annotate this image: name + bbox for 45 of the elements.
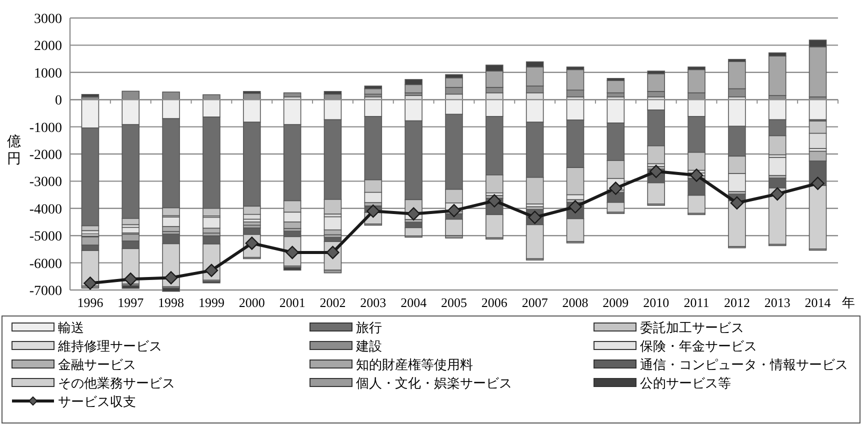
x-tick-label: 2011 [684, 295, 710, 310]
x-tick-label: 2012 [724, 295, 750, 310]
x-tick-label: 2003 [360, 295, 386, 310]
legend-label: 公的サービス等 [640, 376, 731, 390]
legend-label: 旅行 [356, 320, 382, 335]
x-tick-label: 2013 [764, 295, 790, 310]
x-tick-label: 1996 [77, 295, 104, 310]
legend-label: 輸送 [58, 320, 84, 335]
y-tick-label: -2000 [29, 148, 62, 163]
y-tick-label: 1000 [34, 66, 62, 82]
x-tick-label: 2014 [804, 295, 832, 310]
x-tick-label: 2002 [320, 295, 346, 310]
x-axis-title: 年 [842, 295, 855, 310]
legend-label: サービス収支 [58, 394, 136, 409]
y-tick-label: -3000 [29, 175, 62, 190]
legend-label: 委託加工サービス [640, 320, 744, 335]
x-tick-label: 2006 [481, 295, 508, 310]
x-tick-label: 2010 [643, 295, 670, 310]
y-tick-label: 3000 [34, 12, 62, 27]
legend-label: 個人・文化・娯楽サービス [356, 376, 512, 390]
y-tick-label: -5000 [29, 230, 62, 245]
x-tick-label: 2009 [602, 295, 629, 310]
x-tick-label: 2005 [441, 295, 467, 310]
x-tick-label: 2007 [522, 295, 548, 310]
x-tick-label: 1997 [118, 295, 144, 310]
y-tick-label: 0 [55, 94, 62, 109]
x-tick-label: 2001 [279, 295, 306, 310]
x-tick-label: 1998 [158, 295, 184, 310]
legend-label: 維持修理サービス [57, 338, 162, 354]
y-tick-label: -7000 [29, 284, 62, 299]
y-tick-label: -1000 [29, 120, 62, 136]
legend-label: 金融サービス [58, 357, 136, 372]
y-tick-label: -6000 [29, 256, 62, 272]
legend-label: 保険・年金サービス [640, 338, 757, 354]
x-tick-label: 2000 [238, 295, 265, 310]
y-tick-label: -4000 [29, 202, 62, 218]
x-tick-label: 2008 [562, 295, 588, 310]
legend-label: 建設 [355, 338, 382, 354]
legend-label: 通信・コンピュータ・情報サービス [640, 357, 848, 372]
x-tick-label: 1999 [198, 295, 224, 310]
y-axis-title: 億円 [7, 134, 21, 167]
legend-label: 知的財産権等使用料 [356, 357, 473, 372]
x-tick-label: 2004 [400, 295, 428, 310]
legend-label: その他業務サービス [58, 376, 175, 390]
y-tick-label: 2000 [34, 39, 62, 54]
